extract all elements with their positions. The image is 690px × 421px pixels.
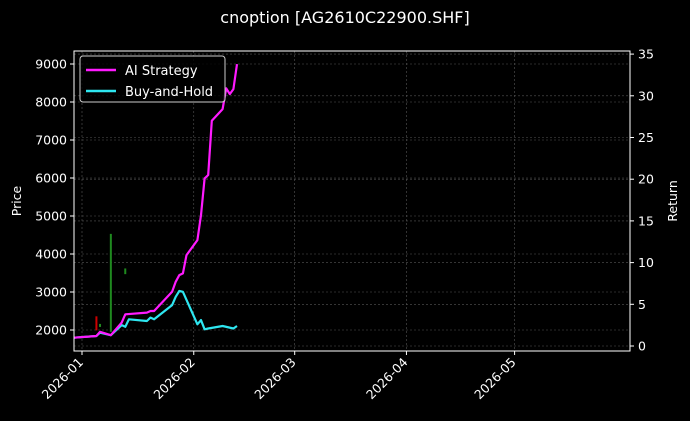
x-axis: 2026-01 2026-02 2026-03 2026-04 2026-05 (39, 351, 519, 402)
y-tick-label: 6000 (35, 171, 67, 186)
legend: AI Strategy Buy-and-Hold (79, 55, 226, 103)
y-tick-label: 9000 (35, 57, 67, 72)
legend-label-buy-and-hold: Buy-and-Hold (125, 85, 213, 100)
y2-axis-label: Return (665, 180, 680, 221)
series-lines (73, 63, 239, 339)
x-tick-label: 2026-04 (363, 354, 411, 402)
x-tick-label: 2026-05 (471, 355, 519, 403)
y2-tick-label: 25 (638, 130, 654, 145)
trade-markers (95, 233, 127, 332)
y2-tick-label: 35 (638, 47, 654, 62)
y2-tick-label: 30 (638, 88, 654, 103)
x-tick-label: 2026-01 (39, 355, 87, 403)
y2-tick-label: 10 (638, 255, 654, 270)
right-y-axis: 0 5 10 15 20 25 30 35 (630, 47, 654, 354)
plot-frame (73, 50, 631, 352)
legend-label-ai-strategy: AI Strategy (125, 64, 198, 79)
y-tick-label: 2000 (35, 323, 67, 338)
x-tick-label: 2026-02 (150, 355, 198, 403)
y2-tick-label: 15 (638, 213, 654, 228)
buy-and-hold-line (73, 289, 238, 339)
legend-box (79, 55, 226, 103)
y-tick-label: 4000 (35, 247, 67, 262)
left-y-axis: 2000 3000 4000 5000 6000 7000 8000 9000 (35, 57, 74, 338)
x-tick-label: 2026-03 (251, 355, 299, 403)
y-axis-label: Price (9, 185, 24, 216)
y-tick-label: 8000 (35, 95, 67, 110)
y2-tick-label: 0 (638, 339, 646, 354)
y2-tick-label: 20 (638, 172, 654, 187)
y2-tick-label: 5 (638, 297, 646, 312)
y-tick-label: 3000 (35, 285, 67, 300)
y-tick-label: 7000 (35, 133, 67, 148)
y-tick-label: 5000 (35, 209, 67, 224)
ai-strategy-line (73, 63, 239, 339)
chart-title: cnoption [AG2610C22900.SHF] (220, 8, 470, 27)
